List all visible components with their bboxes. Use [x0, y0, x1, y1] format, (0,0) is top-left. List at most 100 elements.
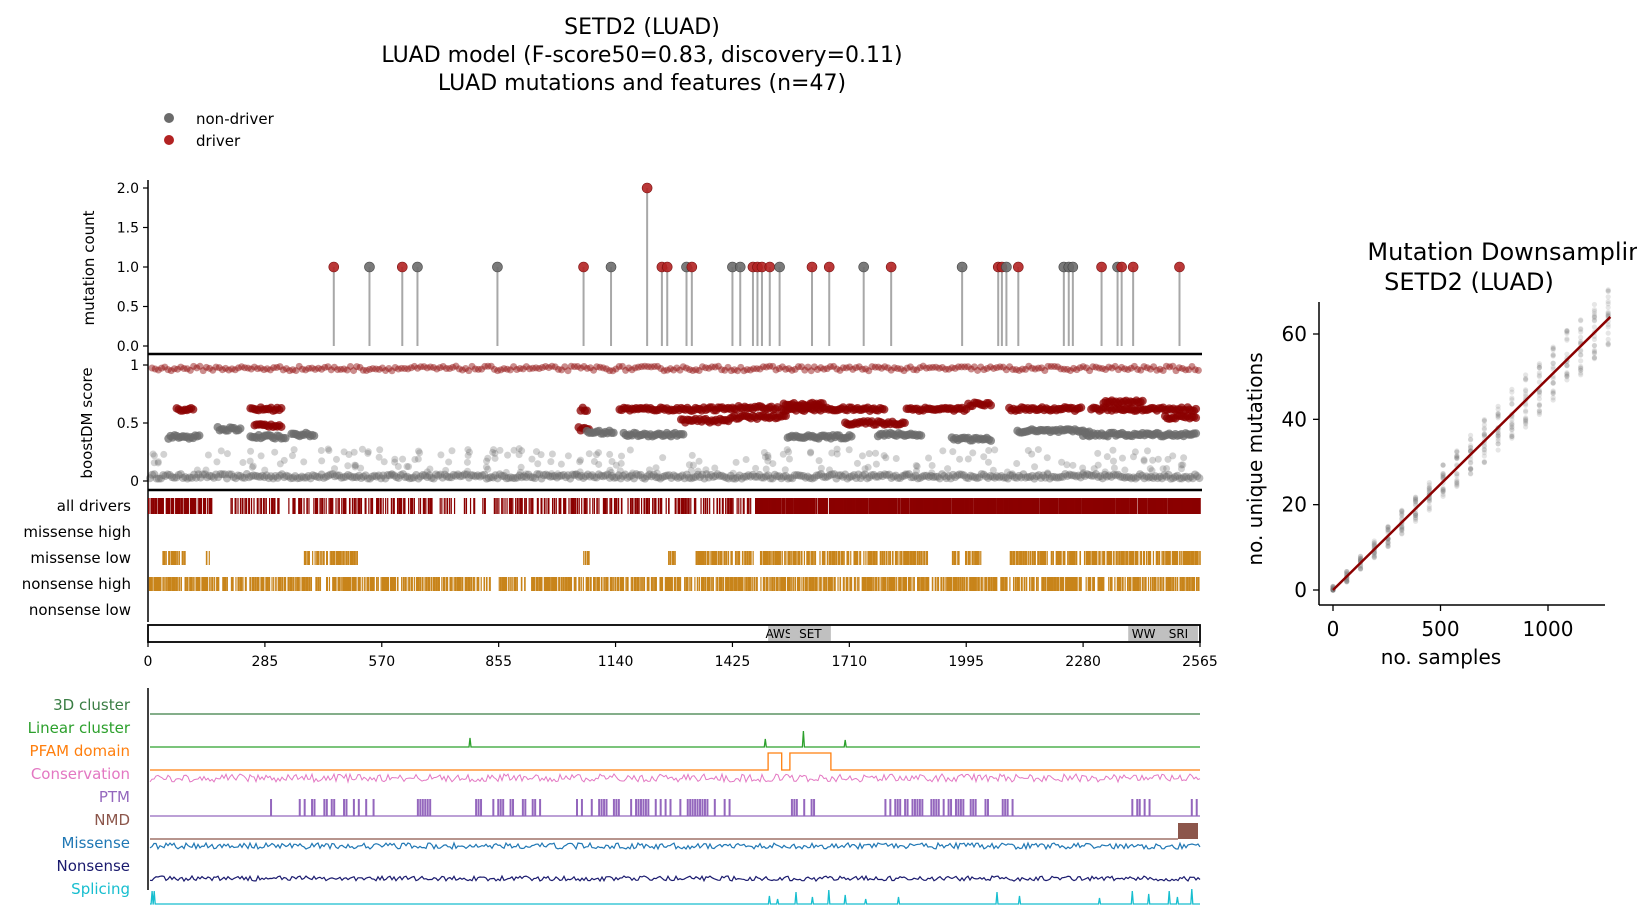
boostdm-point: [542, 362, 550, 370]
boostdm-point: [785, 455, 793, 463]
protein-position-x-tick-label: 2565: [1182, 654, 1218, 670]
nonsense-high-bar: [1190, 577, 1192, 591]
nonsense-high-bar: [489, 577, 491, 591]
nonsense-high-bar: [691, 577, 693, 591]
all-drivers-bar: [1044, 498, 1046, 514]
boostdm-point: [744, 471, 753, 480]
all-drivers-bar: [1051, 498, 1054, 514]
nonsense-high-bar: [359, 577, 361, 591]
nonsense-high-bar: [295, 577, 297, 591]
boostdm-point: [1054, 473, 1063, 482]
feature-track-label: PFAM domain: [30, 742, 130, 760]
boostdm-point: [478, 365, 486, 373]
all-drivers-bar: [341, 498, 343, 514]
nonsense-high-bar: [450, 577, 452, 591]
all-drivers-bar: [803, 498, 806, 514]
all-drivers-bar: [330, 498, 332, 514]
boostdm-point: [663, 366, 671, 374]
boostdm-point: [359, 366, 367, 374]
non-driver-point: [492, 261, 503, 273]
nonsense-high-bar: [743, 577, 745, 591]
boostdm-point: [451, 471, 460, 480]
boostdm-point: [603, 470, 612, 479]
protein-position-x-tick-label: 1140: [598, 654, 634, 670]
all-drivers-bar: [184, 498, 186, 514]
all-drivers-bar: [1045, 498, 1047, 514]
boostdm-point: [548, 472, 557, 481]
all-drivers-bar: [449, 498, 451, 514]
boostdm-point: [839, 364, 847, 372]
nonsense-high-bar: [401, 577, 403, 591]
missense-low-bar: [737, 551, 739, 565]
boostdm-point: [686, 366, 694, 374]
nonsense-high-bar: [444, 577, 446, 591]
nonsense-high-bar: [185, 577, 187, 591]
missense-low-bar: [308, 551, 310, 565]
nonsense-high-bar: [319, 577, 322, 591]
all-drivers-bar: [1007, 498, 1009, 514]
missense-low-bar: [1101, 551, 1103, 565]
boostdm-point: [215, 364, 223, 372]
boostdm-point: [394, 365, 402, 373]
boostdm-point: [698, 363, 706, 371]
boostdm-point: [673, 364, 681, 372]
boostdm-point: [509, 473, 517, 482]
boostdm-point: [405, 474, 414, 483]
nonsense-high-bar: [465, 577, 468, 591]
boostdm-point: [344, 471, 352, 480]
all-drivers-bar: [951, 498, 954, 514]
boostdm-point: [984, 473, 993, 482]
boostdm-point: [335, 471, 344, 480]
boostdm-point: [289, 366, 297, 374]
nonsense-high-bar: [627, 577, 629, 591]
missense-low-bar: [1197, 551, 1199, 565]
boostdm-point: [694, 467, 702, 475]
boostdm-point: [308, 364, 316, 372]
boostdm-point: [1009, 365, 1017, 373]
boostdm-point: [382, 367, 390, 375]
boostdm-point: [658, 472, 667, 481]
boostdm-point: [442, 365, 450, 373]
boostdm-point: [949, 470, 957, 479]
boostdm-point: [482, 474, 491, 483]
boostdm-point: [1129, 473, 1138, 482]
all-drivers-bar: [482, 498, 484, 514]
boostdm-point: [704, 473, 713, 482]
missense-low-bar: [809, 551, 811, 565]
nonsense-high-bar: [941, 577, 943, 591]
all-drivers-bar: [370, 498, 372, 514]
boostdm-point: [357, 474, 366, 483]
boostdm-point: [213, 458, 221, 466]
all-drivers-bar: [736, 498, 738, 514]
boostdm-point: [149, 450, 157, 458]
boostdm-point: [853, 459, 861, 467]
nonsense-high-bar: [932, 577, 934, 591]
all-drivers-bar: [636, 498, 639, 514]
all-drivers-bar: [453, 498, 456, 514]
boostdm-point: [1059, 472, 1067, 481]
nonsense-high-bar: [512, 577, 514, 591]
boostdm-point: [271, 448, 279, 456]
all-drivers-bar: [465, 498, 468, 514]
boostdm-point: [537, 474, 546, 483]
boostdm-point: [926, 364, 934, 372]
boostdm-point: [1169, 452, 1177, 460]
missense-low-bar: [305, 551, 307, 565]
boostdm-point: [195, 431, 204, 440]
nonsense-high-bar: [832, 577, 834, 591]
nonsense-high-bar: [1130, 577, 1132, 591]
all-drivers-bar: [356, 498, 358, 514]
boostdm-point: [559, 470, 568, 479]
boostdm-point: [630, 474, 638, 483]
boostdm-point: [282, 365, 290, 373]
missense-low-bar: [770, 551, 772, 565]
boostdm-point: [253, 472, 262, 481]
all-drivers-bar: [235, 498, 237, 514]
missense-low-bar: [1076, 551, 1078, 565]
domain-label: SRI: [1169, 627, 1189, 641]
boostdm-point: [416, 449, 424, 457]
all-drivers-bar: [551, 498, 554, 514]
all-drivers-bar: [376, 498, 379, 514]
missense-low-bar: [835, 551, 837, 565]
nonsense-high-bar: [1058, 577, 1060, 591]
